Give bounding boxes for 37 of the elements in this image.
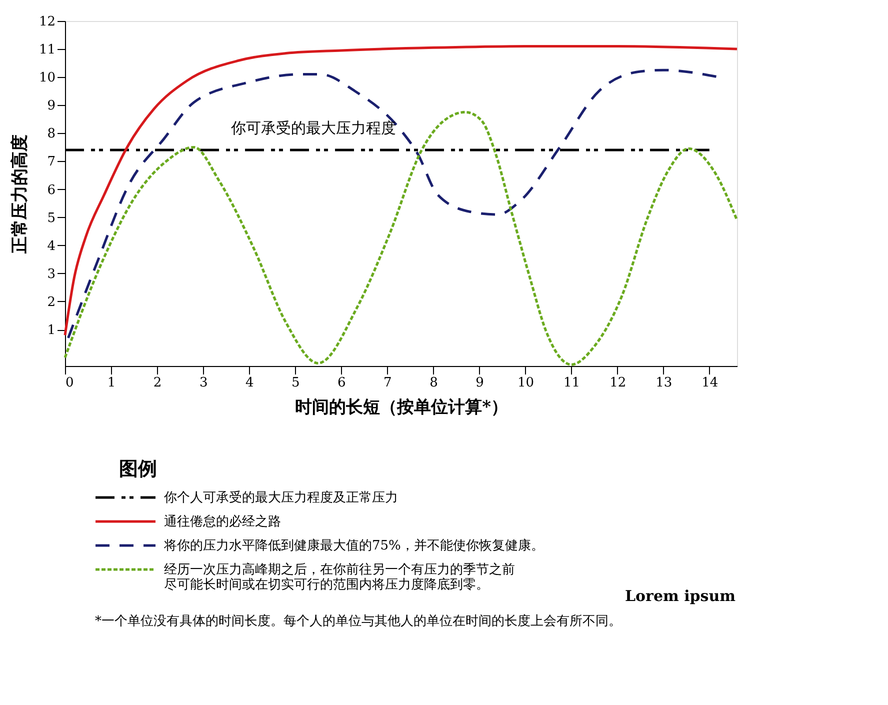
- y-tick-label: 5: [47, 210, 56, 226]
- legend-label: 你个人可承受的最大压力程度及正常压力: [163, 490, 398, 506]
- text: Lorem ipsum: [625, 587, 736, 605]
- x-tick-label: 13: [656, 376, 672, 390]
- x-tick-label: 14: [702, 376, 718, 390]
- y-tick-label: 1: [47, 323, 56, 338]
- x-tick-label: 4: [245, 376, 254, 390]
- y-tick-label: 4: [47, 238, 56, 254]
- x-axis-title: 时间的长短（按单位计算*）: [295, 398, 508, 418]
- y-tick-label: 9: [47, 98, 56, 114]
- y-axis-title: 正常压力的高度: [10, 134, 30, 254]
- x-tick-label: 1: [107, 376, 116, 390]
- x-tick-label: 11: [564, 376, 580, 390]
- y-tick-label: 12: [38, 14, 56, 30]
- legend-label: 经历一次压力高峰期之后，在你前往另一个有压力的季节之前尽可能长时间或在切实可行的范围内将压力度降底到零。: [164, 562, 515, 592]
- y-tick-label: 2: [47, 294, 56, 310]
- x-tick-label: 5: [291, 376, 300, 390]
- legend-label: 通往倦怠的必经之路: [164, 514, 281, 530]
- y-tick-label: 7: [47, 154, 56, 170]
- y-tick-label: 8: [47, 126, 56, 142]
- x-tick-label: 6: [338, 376, 346, 390]
- legend-title: 图例: [119, 458, 157, 480]
- x-tick-label: 10: [518, 376, 534, 390]
- x-tick-label: 12: [610, 376, 626, 390]
- x-tick-label: 2: [153, 376, 162, 390]
- y-tick-label: 3: [47, 266, 56, 282]
- y-tick-label: 10: [38, 70, 56, 86]
- x-tick-label: 3: [199, 376, 208, 390]
- text: *一个单位没有具体的时间长度。每个人的单位与其他人的单位在时间的长度上会有所不同。: [95, 613, 622, 629]
- y-tick-label: 11: [38, 42, 56, 58]
- x-tick-label: 7: [384, 376, 392, 390]
- annotation: 你可承受的最大压力程度: [230, 119, 396, 138]
- y-tick-label: 6: [47, 182, 56, 198]
- x-tick-label: 0: [66, 376, 74, 390]
- legend-label: 将你的压力水平降低到健康最大值的75%，并不能使你恢复健康。: [163, 538, 544, 554]
- x-tick-label: 9: [476, 376, 484, 390]
- x-tick-label: 8: [430, 376, 438, 390]
